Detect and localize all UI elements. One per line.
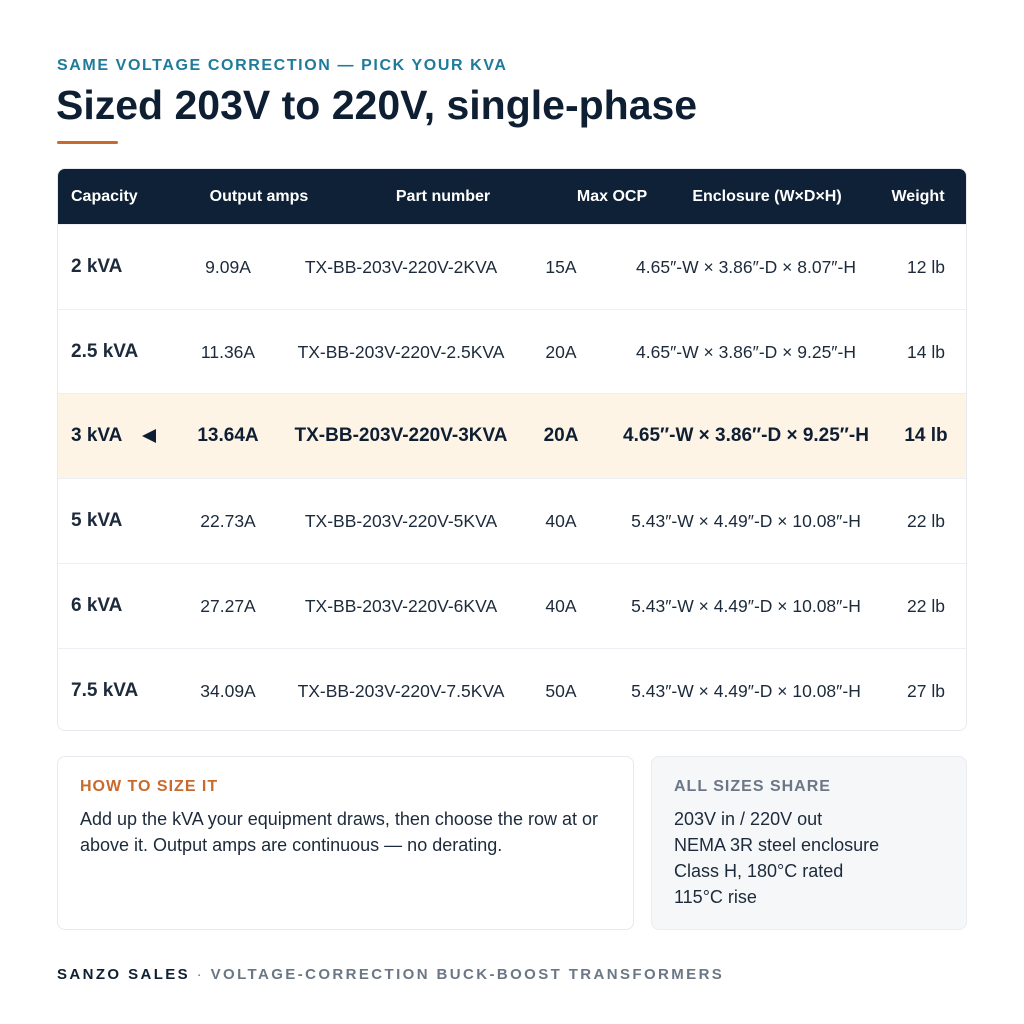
table-cell: 5.43″-W × 4.49″-D × 10.08″-H: [631, 595, 861, 616]
table-cell: 50A: [545, 680, 577, 701]
table-row: 3 kVA 13.64A TX-BB-203V-220V-3KVA 20A 4.65″-…: [58, 393, 966, 479]
table-cell: TX-BB-203V-220V-7.5KVA: [297, 680, 505, 701]
table-cell: 20A: [543, 425, 579, 447]
table-cell: 6 kVA: [71, 594, 123, 616]
table-cell: 22.73A: [200, 511, 256, 532]
table-cell: 40A: [545, 595, 577, 616]
table-cell: 4.65″-W × 3.86″-D × 9.25″-H: [623, 425, 869, 447]
table-cell: 2.5 kVA: [71, 340, 139, 362]
column-header: Weight: [891, 188, 945, 205]
table-cell: TX-BB-203V-220V-5KVA: [304, 511, 498, 532]
title: Sized 203V to 220V, single-phase: [56, 82, 698, 128]
tagline: VOLTAGE-CORRECTION BUCK-BOOST TRANSFORME…: [210, 966, 725, 983]
shared-item: Class H, 180°C rated: [674, 861, 844, 881]
table-cell: 5.43″-W × 4.49″-D × 10.08″-H: [631, 680, 861, 701]
table-row: 7.5 kVA 34.09A TX-BB-203V-220V-7.5KVA 50A 5.…: [58, 647, 966, 731]
brand: SANZO SALES: [57, 966, 191, 983]
table-cell: 15A: [545, 257, 577, 277]
separator: ·: [196, 966, 205, 983]
title-rule: [57, 141, 118, 144]
table-cell: 40A: [545, 511, 577, 532]
column-header: Enclosure (W×D×H): [692, 188, 842, 205]
shared-item: 203V in / 220V out: [674, 809, 823, 829]
table-cell: 14 lb: [904, 425, 948, 447]
table-row: 2 kVA 9.09A TX-BB-203V-220V-2KVA 15A 4.65″-W…: [58, 224, 966, 309]
table-row: 2.5 kVA 11.36A TX-BB-203V-220V-2.5KVA 20A 4.…: [58, 308, 966, 394]
table-cell: TX-BB-203V-220V-2KVA: [304, 257, 498, 277]
card-title: ALL SIZES SHARE: [674, 778, 831, 795]
table-cell: 9.09A: [205, 257, 251, 277]
table-cell: 3 kVA: [71, 425, 123, 447]
selected-marker: [142, 429, 156, 444]
table-cell: 34.09A: [200, 680, 256, 701]
shared-item: 115°C rise: [674, 887, 757, 907]
table-cell: 22 lb: [907, 511, 945, 532]
table-cell: 11.36A: [200, 341, 256, 362]
table-cell: 4.65″-W × 3.86″-D × 8.07″-H: [636, 257, 856, 277]
table-cell: 2 kVA: [71, 256, 123, 277]
shared-card: ALL SIZES SHARE 203V in / 220V out NEMA 3…: [651, 756, 967, 930]
table-header: Capacity Output amps Part number Max OCP Enc…: [58, 169, 966, 224]
table-cell: 12 lb: [907, 257, 945, 277]
eyebrow: SAME VOLTAGE CORRECTION — PICK YOUR KVA: [57, 57, 508, 74]
table-cell: 14 lb: [907, 341, 945, 362]
size-note-card: HOW TO SIZE IT Add up the kVA your equip…: [57, 756, 634, 930]
column-header: Part number: [395, 188, 491, 205]
table-cell: 27.27A: [200, 595, 256, 616]
table-cell: 5 kVA: [71, 510, 123, 532]
table-cell: 7.5 kVA: [71, 679, 139, 701]
table-cell: TX-BB-203V-220V-3KVA: [294, 425, 508, 447]
table-cell: 27 lb: [907, 680, 945, 701]
table-cell: 13.64A: [197, 425, 259, 447]
table-cell: 20A: [545, 341, 577, 362]
table-cell: 22 lb: [907, 595, 945, 616]
spec-table: Capacity Output amps Part number Max OCP Enc…: [57, 168, 967, 731]
card-text: Add up the kVA your equipment draws, the…: [80, 809, 598, 855]
footer: SANZO SALES · VOLTAGE-CORRECTION BUCK-BO…: [57, 966, 724, 983]
card-title: HOW TO SIZE IT: [80, 778, 219, 795]
table-cell: 4.65″-W × 3.86″-D × 9.25″-H: [636, 341, 856, 362]
table-row: 6 kVA 27.27A TX-BB-203V-220V-6KVA 40A 5.43″-…: [58, 562, 966, 648]
shared-item: NEMA 3R steel enclosure: [674, 835, 880, 855]
table-cell: TX-BB-203V-220V-2.5KVA: [297, 341, 505, 362]
table-cell: TX-BB-203V-220V-6KVA: [304, 595, 498, 616]
column-header: Max OCP: [576, 188, 648, 205]
table-cell: 5.43″-W × 4.49″-D × 10.08″-H: [631, 511, 861, 532]
column-header: Capacity: [71, 188, 138, 205]
table-row: 5 kVA 22.73A TX-BB-203V-220V-5KVA 40A 5.43″-…: [58, 478, 966, 563]
column-header: Output amps: [209, 188, 309, 205]
